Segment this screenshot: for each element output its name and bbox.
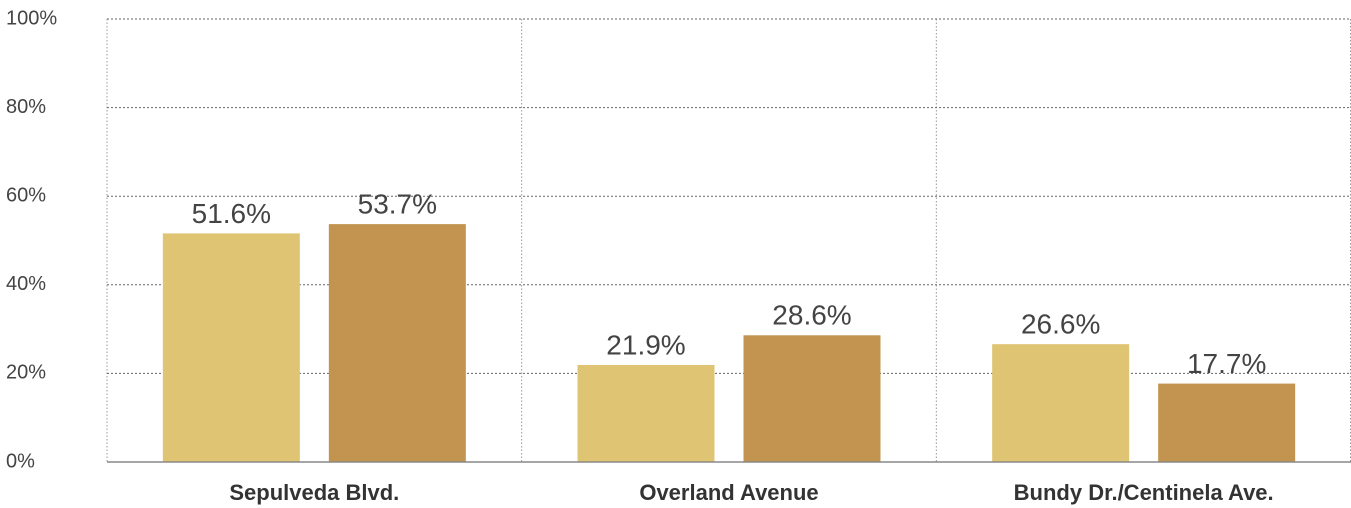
bar <box>328 224 466 462</box>
value-label: 26.6% <box>1021 309 1100 340</box>
y-tick-label: 80% <box>6 96 46 118</box>
bar <box>577 364 715 462</box>
value-label: 51.6% <box>192 198 271 229</box>
value-label: 53.7% <box>358 188 437 219</box>
x-tick-label: Overland Avenue <box>639 480 818 505</box>
value-label: 17.7% <box>1187 348 1266 379</box>
y-tick-label: 60% <box>6 184 46 206</box>
y-tick-label: 20% <box>6 362 46 384</box>
x-tick-label: Sepulveda Blvd. <box>229 480 399 505</box>
bar <box>743 335 881 462</box>
value-label: 21.9% <box>606 329 685 360</box>
x-tick-label: Bundy Dr./Centinela Ave. <box>1014 480 1274 505</box>
bar <box>1158 383 1296 462</box>
y-tick-label: 100% <box>6 7 57 29</box>
value-label: 28.6% <box>772 300 851 331</box>
bar <box>162 233 300 462</box>
y-tick-label: 40% <box>6 273 46 295</box>
bar <box>992 344 1130 462</box>
y-tick-label: 0% <box>6 450 35 472</box>
